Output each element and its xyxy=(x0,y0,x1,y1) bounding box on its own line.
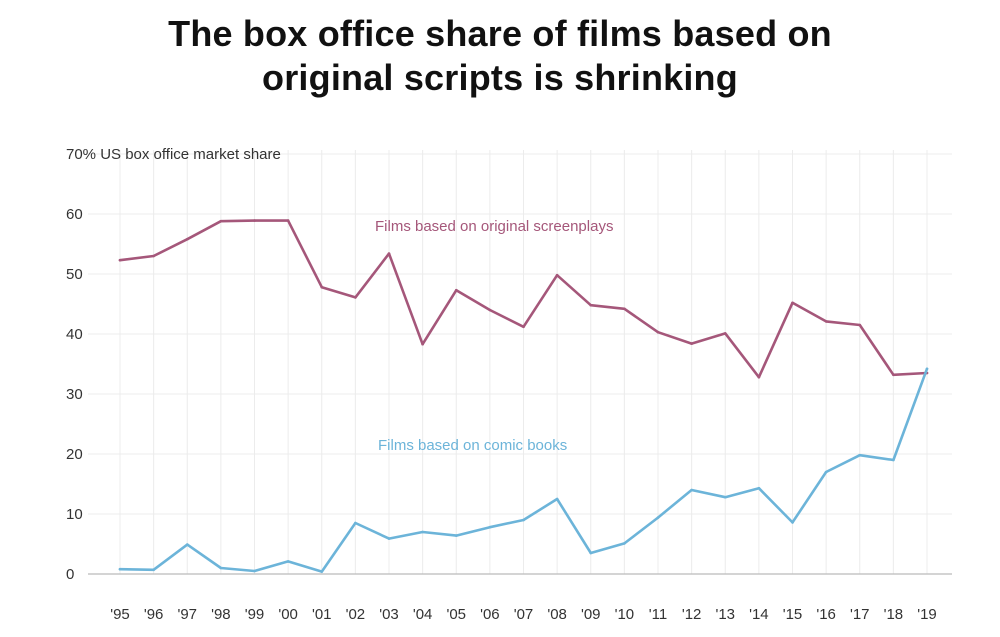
x-tick-label: '01 xyxy=(312,606,332,623)
y-tick-label: 30 xyxy=(66,386,83,403)
data-point xyxy=(118,567,122,571)
x-tick-label: '96 xyxy=(144,606,164,623)
y-tick-label: 40 xyxy=(66,326,83,343)
x-tick-label: '11 xyxy=(649,606,667,623)
data-point xyxy=(152,254,155,258)
y-tick-label: 50 xyxy=(66,266,83,283)
x-tick-label: '95 xyxy=(110,606,130,623)
x-tick-label: '98 xyxy=(211,606,231,623)
chart-title: The box office share of films based on o… xyxy=(0,12,1000,100)
data-point xyxy=(387,537,391,540)
data-point xyxy=(723,495,727,499)
data-point xyxy=(320,570,324,573)
data-point xyxy=(690,488,693,492)
data-point xyxy=(454,534,458,537)
data-point xyxy=(488,308,492,312)
x-tick-label: '99 xyxy=(245,606,265,623)
data-point xyxy=(791,521,794,524)
x-tick-label: '07 xyxy=(514,606,534,623)
x-tick-label: '10 xyxy=(615,606,635,623)
series-label-original-screenplays: Films based on original screenplays xyxy=(375,218,613,235)
y-top-tick-label: 70% xyxy=(66,146,100,163)
x-tick-label: '14 xyxy=(749,606,769,623)
x-tick-label: '09 xyxy=(581,606,601,623)
x-tick-label: '04 xyxy=(413,606,433,623)
x-tick-label: '17 xyxy=(850,606,870,623)
data-point xyxy=(152,568,155,572)
data-point xyxy=(757,375,761,379)
data-point xyxy=(421,342,424,346)
chart-title-line-1: The box office share of films based on xyxy=(168,13,832,54)
x-tick-label: '00 xyxy=(278,606,298,623)
x-tick-label: '05 xyxy=(446,606,466,623)
data-point xyxy=(623,542,626,545)
data-point xyxy=(690,342,693,345)
series-label-comic-books: Films based on comic books xyxy=(378,437,567,454)
data-point xyxy=(858,453,862,457)
data-point xyxy=(421,530,424,534)
data-point xyxy=(185,543,189,546)
data-point xyxy=(892,458,895,462)
y-tick-label: 60 xyxy=(66,206,83,223)
data-point xyxy=(791,301,794,305)
y-tick-label: 0 xyxy=(66,566,74,583)
data-point xyxy=(757,486,761,490)
data-point xyxy=(454,288,458,292)
data-point xyxy=(253,219,256,222)
x-tick-label: '02 xyxy=(346,606,366,623)
data-point xyxy=(118,258,122,262)
data-point xyxy=(488,525,492,529)
y-tick-label: 20 xyxy=(66,446,83,463)
x-tick-label: '06 xyxy=(480,606,500,623)
data-point xyxy=(522,325,525,329)
data-point xyxy=(555,497,559,501)
data-point xyxy=(623,307,626,311)
data-point xyxy=(219,219,223,223)
x-tick-label: '03 xyxy=(379,606,399,623)
data-point xyxy=(892,373,895,377)
data-point xyxy=(656,330,660,334)
data-point xyxy=(824,320,828,323)
data-point xyxy=(589,551,593,555)
data-point xyxy=(387,252,391,255)
y-tick-label: 10 xyxy=(66,506,83,523)
data-point xyxy=(185,237,189,241)
data-point xyxy=(656,516,660,519)
data-point xyxy=(589,303,593,307)
x-tick-label: '19 xyxy=(917,606,937,623)
data-point xyxy=(286,560,290,563)
x-tick-label: '15 xyxy=(783,606,803,623)
data-point xyxy=(858,323,862,327)
x-tick-label: '97 xyxy=(177,606,197,623)
data-point xyxy=(354,521,357,525)
x-tick-label: '13 xyxy=(715,606,735,623)
data-point xyxy=(522,518,525,522)
x-tick-label: '16 xyxy=(816,606,836,623)
data-point xyxy=(925,367,929,371)
data-point xyxy=(253,569,256,573)
data-point xyxy=(555,273,559,277)
data-point xyxy=(286,219,290,222)
x-tick-label: '08 xyxy=(547,606,567,623)
data-point xyxy=(320,285,324,289)
data-point xyxy=(723,332,727,335)
data-point xyxy=(219,566,223,570)
x-tick-label: '18 xyxy=(884,606,904,623)
data-point xyxy=(354,296,357,299)
y-axis-title: US box office market share xyxy=(100,146,281,163)
chart-title-line-2: original scripts is shrinking xyxy=(262,57,738,98)
data-point xyxy=(824,470,828,474)
x-tick-label: '12 xyxy=(682,606,702,623)
y-axis-label: 70% US box office market share xyxy=(66,146,281,163)
